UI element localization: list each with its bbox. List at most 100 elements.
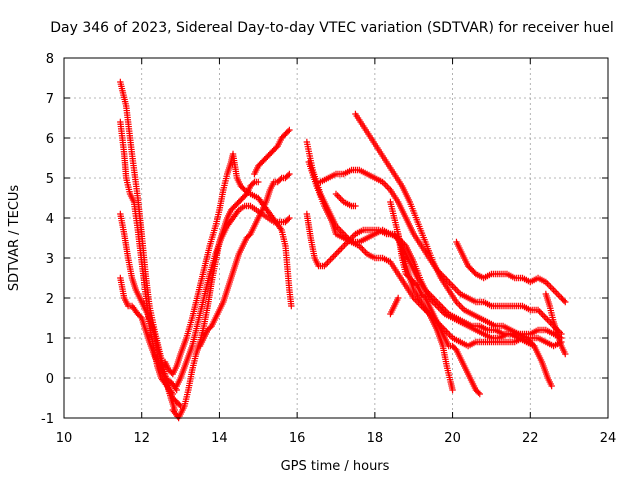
series-sat-n	[352, 110, 555, 390]
data-point	[327, 256, 334, 263]
data-point	[560, 297, 568, 304]
y-tick-label: 1	[46, 332, 54, 347]
y-tick-label: 3	[46, 252, 54, 267]
data-point	[288, 302, 295, 310]
data-point	[541, 313, 548, 320]
data-point	[332, 190, 340, 198]
data-point	[547, 283, 554, 290]
data-point	[457, 303, 465, 310]
series-sat-q	[453, 238, 569, 306]
x-tick-label: 18	[367, 431, 384, 446]
data-point	[334, 192, 341, 199]
data-point	[551, 288, 559, 295]
series-sat-r	[542, 290, 569, 358]
data-point	[420, 293, 428, 300]
data-point	[242, 192, 249, 199]
data-point	[338, 245, 345, 252]
data-point	[336, 246, 344, 254]
data-point	[542, 314, 550, 322]
series-sat-h	[196, 170, 293, 350]
data-point	[284, 128, 292, 135]
data-point	[273, 144, 280, 151]
data-point	[385, 185, 393, 192]
data-point	[548, 285, 556, 292]
data-point	[255, 178, 262, 186]
series-sat-g	[173, 202, 293, 390]
data-point	[555, 291, 562, 298]
data-point	[556, 293, 564, 300]
data-point	[341, 242, 348, 249]
data-point	[456, 302, 463, 309]
y-axis-label: SDTVAR / TECUs	[7, 185, 22, 292]
data-point	[548, 382, 555, 390]
data-point	[207, 324, 214, 331]
data-point	[333, 250, 340, 257]
data-point	[471, 269, 478, 276]
data-point	[447, 281, 455, 288]
data-point	[332, 251, 339, 258]
data-point	[545, 282, 553, 289]
data-point	[382, 182, 389, 189]
data-point	[335, 194, 343, 201]
x-tick-label: 16	[289, 431, 306, 446]
series-sat-s	[332, 190, 359, 210]
data-point	[537, 310, 545, 317]
data-point	[562, 298, 569, 306]
y-tick-label: 0	[46, 372, 54, 387]
data-point	[240, 185, 247, 192]
data-point	[454, 300, 462, 307]
data-point	[330, 253, 337, 260]
data-point	[328, 254, 336, 262]
data-point	[562, 350, 569, 358]
x-axis-label: GPS time / hours	[281, 459, 390, 474]
x-tick-label: 10	[56, 431, 73, 446]
data-point	[286, 126, 293, 134]
data-point	[284, 216, 292, 223]
x-tick-label: 14	[211, 431, 228, 446]
data-point	[452, 286, 459, 293]
series-sat-m	[317, 166, 565, 338]
y-tick-label: 7	[46, 92, 54, 107]
y-tick-label: 6	[46, 132, 54, 147]
y-tick-label: 5	[46, 172, 54, 187]
data-point	[324, 259, 331, 266]
data-point	[539, 311, 546, 318]
data-point	[446, 331, 453, 338]
y-axis-ticks: -1 0 1 2 3 4 5 6 7 8	[41, 52, 608, 427]
x-tick-label: 12	[133, 431, 150, 446]
data-point	[475, 389, 482, 396]
y-tick-label: 8	[46, 52, 54, 67]
data-point	[360, 247, 368, 254]
data-point	[325, 258, 333, 265]
plot-frame	[63, 57, 609, 419]
y-tick-label: -1	[41, 412, 54, 427]
y-tick-label: 2	[46, 292, 54, 307]
series-sat-i	[251, 126, 293, 178]
data-point	[454, 287, 461, 294]
data-point	[536, 308, 543, 315]
data-point	[337, 195, 344, 202]
data-point	[249, 180, 257, 187]
data-point	[476, 390, 483, 398]
data-point	[339, 243, 347, 250]
series-sat-a	[117, 78, 184, 410]
data-point	[284, 172, 292, 179]
data-point	[413, 281, 420, 288]
data-point	[359, 246, 366, 253]
data-point	[322, 261, 330, 268]
data-point	[335, 248, 342, 255]
chart-title: Day 346 of 2023, Sidereal Day-to-day VTE…	[50, 20, 613, 36]
data-point	[384, 183, 391, 190]
x-tick-label: 24	[600, 431, 617, 446]
data-point	[352, 202, 359, 210]
series-sat-p	[394, 230, 483, 398]
plot-points	[117, 78, 569, 422]
grid	[64, 58, 608, 418]
x-tick-label: 22	[522, 431, 539, 446]
data-point	[137, 313, 144, 320]
data-point	[387, 310, 394, 318]
x-axis-ticks: 10 12 14 16 18 20 22 24	[56, 58, 617, 446]
series-sat-t	[387, 294, 402, 318]
data-point	[286, 170, 293, 178]
